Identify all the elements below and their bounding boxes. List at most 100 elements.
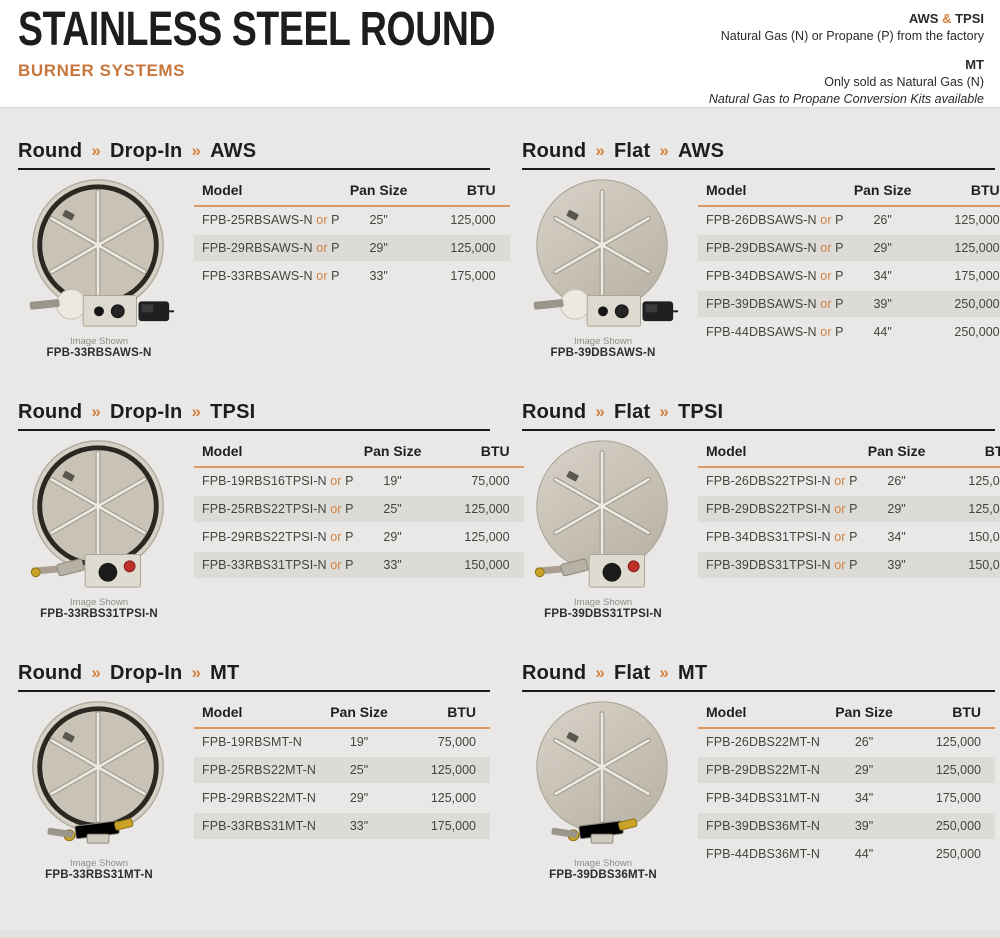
model-cell: FPB-26DBS22MT-N xyxy=(706,735,821,749)
breadcrumb: Round » Flat » TPSI xyxy=(522,401,995,424)
table-row: FPB-34DBSAWS-N or P 34" 175,000 xyxy=(698,263,1000,291)
table-row: FPB-44DBS36MT-N 44" 250,000 xyxy=(698,841,995,869)
image-caption-model: FPB-33RBS31TPSI-N xyxy=(40,608,158,620)
table-row: FPB-33RBS31TPSI-N or P 33" 150,000 xyxy=(194,552,524,580)
table-row: FPB-25RBS22MT-N 25" 125,000 xyxy=(194,757,490,785)
btu-cell: 150,000 xyxy=(968,558,1000,572)
column-header-pan-size: Pan Size xyxy=(363,443,422,459)
btu-cell: 125,000 xyxy=(464,530,510,544)
image-caption-label: Image Shown xyxy=(573,597,633,608)
chevron-right-icon: » xyxy=(91,402,101,421)
column-header-pan-size: Pan Size xyxy=(349,182,408,198)
btu-cell: 125,000 xyxy=(954,213,1000,227)
chevron-right-icon: » xyxy=(91,141,101,160)
btu-cell: 175,000 xyxy=(450,269,496,283)
btu-cell: 125,000 xyxy=(935,735,981,749)
btu-cell: 175,000 xyxy=(935,791,981,805)
pan-size-cell: 39" xyxy=(854,819,874,833)
crumb-shape: Round xyxy=(18,662,83,684)
note-aws: AWS xyxy=(908,11,939,26)
model-cell: FPB-29DBS22TPSI-N or P xyxy=(706,502,858,516)
crumb-mount: Drop-In xyxy=(109,662,183,684)
btu-cell: 75,000 xyxy=(471,474,510,488)
pan-size-cell: 44" xyxy=(854,847,874,861)
pan-size-cell: 29" xyxy=(349,791,369,805)
or-text: or xyxy=(330,502,342,516)
or-text: or xyxy=(834,558,846,572)
section-round-flat-aws: Round » Flat » AWS Image Shown FPB-39DBSAWS-… xyxy=(522,140,1000,359)
section-rule xyxy=(522,168,995,170)
page-header: STAINLESS STEEL ROUND BURNER SYSTEMS AWS… xyxy=(0,0,1000,108)
table-row: FPB-34DBS31TPSI-N or P 34" 150,000 xyxy=(698,524,1000,552)
btu-cell: 125,000 xyxy=(954,241,1000,255)
crumb-series: AWS xyxy=(210,140,257,162)
model-cell: FPB-39DBS31TPSI-N or P xyxy=(706,558,858,572)
table-row: FPB-33RBS31MT-N 33" 175,000 xyxy=(194,813,490,841)
image-caption-label: Image Shown xyxy=(573,858,633,869)
pan-size-cell: 29" xyxy=(854,763,874,777)
crumb-series: MT xyxy=(677,662,708,684)
image-caption-model: FPB-33RBS31MT-N xyxy=(45,869,153,881)
column-header-model: Model xyxy=(202,704,243,720)
section-round-flat-mt: Round » Flat » MT Image Shown FPB-39DBS36MT-… xyxy=(522,662,995,881)
section-rule xyxy=(18,429,490,431)
table-row: FPB-25RBS22TPSI-N or P 25" 125,000 xyxy=(194,496,524,524)
table-row: FPB-29RBS22TPSI-N or P 29" 125,000 xyxy=(194,524,524,552)
chevron-right-icon: » xyxy=(595,141,605,160)
column-header-btu: BTU xyxy=(466,182,496,198)
burner-illustration-flat-icon xyxy=(534,435,679,588)
pan-size-cell: 34" xyxy=(873,269,892,283)
pan-size-cell: 34" xyxy=(887,530,906,544)
table-row: FPB-34DBS31MT-N 34" 175,000 xyxy=(698,785,995,813)
pan-size-cell: 26" xyxy=(854,735,874,749)
model-cell: FPB-19RBS16TPSI-N or P xyxy=(202,474,354,488)
table-row: FPB-26DBSAWS-N or P 26" 125,000 xyxy=(698,207,1000,235)
note-mt-line: Only sold as Natural Gas (N) xyxy=(824,74,984,89)
note-conversion-kits: Natural Gas to Propane Conversion Kits a… xyxy=(708,92,984,107)
btu-cell: 250,000 xyxy=(935,819,981,833)
page-bottom-strip xyxy=(0,930,1000,938)
crumb-shape: Round xyxy=(522,662,587,684)
section-rule xyxy=(18,690,490,692)
btu-cell: 175,000 xyxy=(954,269,1000,283)
crumb-mount: Drop-In xyxy=(109,401,183,423)
image-caption-label: Image Shown xyxy=(573,336,633,347)
or-text: or xyxy=(820,213,832,227)
model-cell: FPB-33RBSAWS-N or P xyxy=(202,269,340,283)
crumb-series: TPSI xyxy=(210,401,256,423)
pan-size-cell: 44" xyxy=(873,325,892,339)
btu-cell: 175,000 xyxy=(430,819,476,833)
pan-size-cell: 25" xyxy=(349,763,369,777)
burner-illustration-flat-icon xyxy=(527,696,679,844)
model-cell: FPB-19RBSMT-N xyxy=(202,735,302,749)
crumb-mount: Flat xyxy=(613,401,651,423)
btu-cell: 250,000 xyxy=(954,325,1000,339)
column-header-pan-size: Pan Size xyxy=(853,182,912,198)
or-text: or xyxy=(834,530,846,544)
burner-illustration-dropin-icon xyxy=(23,696,175,844)
section-round-dropin-tpsi: Round » Drop-In » TPSI Image Shown FPB-33RBS… xyxy=(18,401,524,620)
table-header-row: Model Pan Size BTU xyxy=(698,437,1000,468)
btu-cell: 125,000 xyxy=(464,502,510,516)
chevron-right-icon: » xyxy=(191,663,202,682)
note-aws-tpsi-title: AWS & TPSI xyxy=(709,10,984,28)
table-row: FPB-29DBSAWS-N or P 29" 125,000 xyxy=(698,235,1000,263)
burner-illustration-flat-icon xyxy=(532,174,679,328)
image-caption-label: Image Shown xyxy=(69,597,129,608)
chevron-right-icon: » xyxy=(595,663,605,682)
column-header-btu: BTU xyxy=(952,704,981,720)
breadcrumb: Round » Flat » AWS xyxy=(522,140,995,163)
pan-size-cell: 19" xyxy=(383,474,402,488)
model-cell: FPB-26DBS22TPSI-N or P xyxy=(706,474,858,488)
burner-illustration-dropin-icon xyxy=(23,435,175,588)
image-caption-model: FPB-39DBSAWS-N xyxy=(550,347,656,359)
table-header-row: Model Pan Size BTU xyxy=(698,176,1000,207)
model-cell: FPB-26DBSAWS-N or P xyxy=(706,213,844,227)
column-header-model: Model xyxy=(202,182,243,198)
image-caption-model: FPB-33RBSAWS-N xyxy=(46,347,152,359)
column-header-btu: BTU xyxy=(984,443,1000,459)
pan-size-cell: 33" xyxy=(369,269,388,283)
pan-size-cell: 34" xyxy=(854,791,874,805)
breadcrumb: Round » Drop-In » TPSI xyxy=(18,401,490,424)
section-round-dropin-mt: Round » Drop-In » MT Image Shown FPB-33RBS31… xyxy=(18,662,490,881)
